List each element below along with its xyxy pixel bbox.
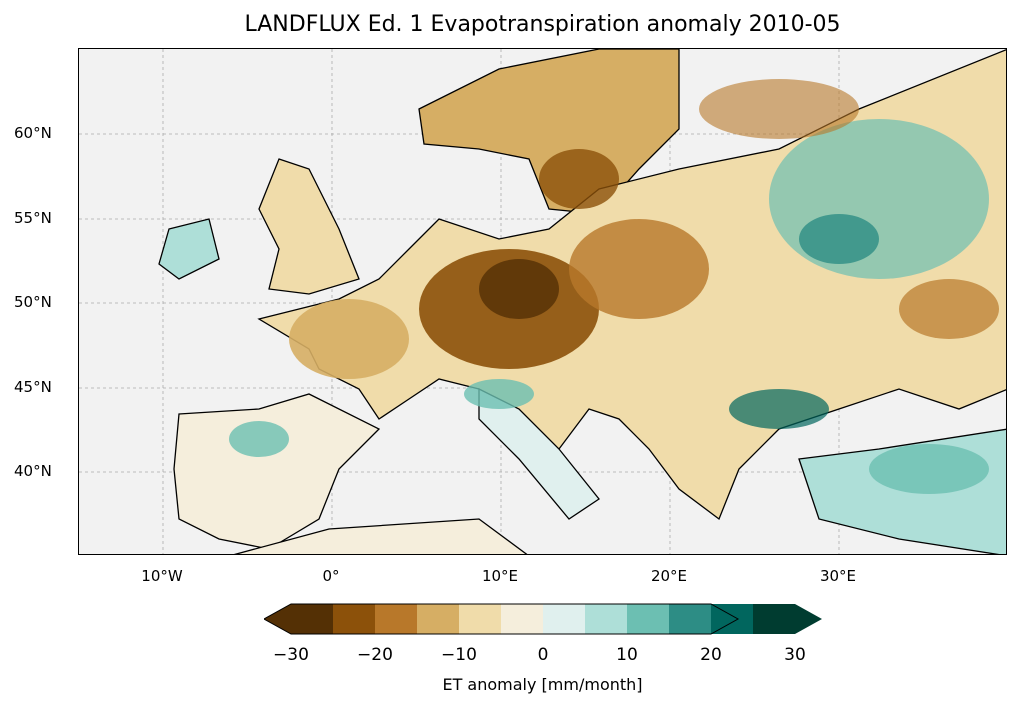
colorbar-label: ET anomaly [mm/month] <box>442 675 643 694</box>
colorbar-segment <box>264 604 333 634</box>
lon-label: 10°E <box>481 567 519 585</box>
colorbar <box>264 603 822 635</box>
lon-label: 20°E <box>650 567 688 585</box>
colorbar-tick: 0 <box>537 645 549 665</box>
colorbar-tick: −30 <box>273 645 309 665</box>
colorbar-tick: 10 <box>616 645 638 665</box>
colorbar-tick: −10 <box>441 645 477 665</box>
lat-label: 60°N <box>14 124 52 142</box>
colorbar-segment <box>459 604 502 634</box>
colorbar-segment <box>543 604 586 634</box>
lon-label: 0° <box>322 567 340 585</box>
lon-label: 30°E <box>819 567 857 585</box>
colorbar-segment <box>669 604 712 634</box>
colorbar-segment <box>627 604 670 634</box>
colorbar-tick: 30 <box>784 645 806 665</box>
anomaly-patches <box>229 79 999 494</box>
lat-label: 45°N <box>14 378 52 396</box>
map-title: LANDFLUX Ed. 1 Evapotranspiration anomal… <box>244 12 841 37</box>
colorbar-tick: −20 <box>357 645 393 665</box>
colorbar-tick: 20 <box>700 645 722 665</box>
colorbar-segment <box>711 604 754 634</box>
colorbar-segment <box>585 604 628 634</box>
colorbar-segment <box>753 604 822 634</box>
colorbar-segment <box>375 604 418 634</box>
lat-label: 55°N <box>14 209 52 227</box>
lat-label: 40°N <box>14 462 52 480</box>
colorbar-segment <box>417 604 460 634</box>
colorbar-segment <box>333 604 376 634</box>
lat-label: 50°N <box>14 293 52 311</box>
colorbar-segment <box>501 604 544 634</box>
lon-label: 10°W <box>141 567 183 585</box>
map-panel <box>78 48 1007 555</box>
anomaly-map <box>79 49 1006 554</box>
colorbar-outline <box>264 603 740 635</box>
